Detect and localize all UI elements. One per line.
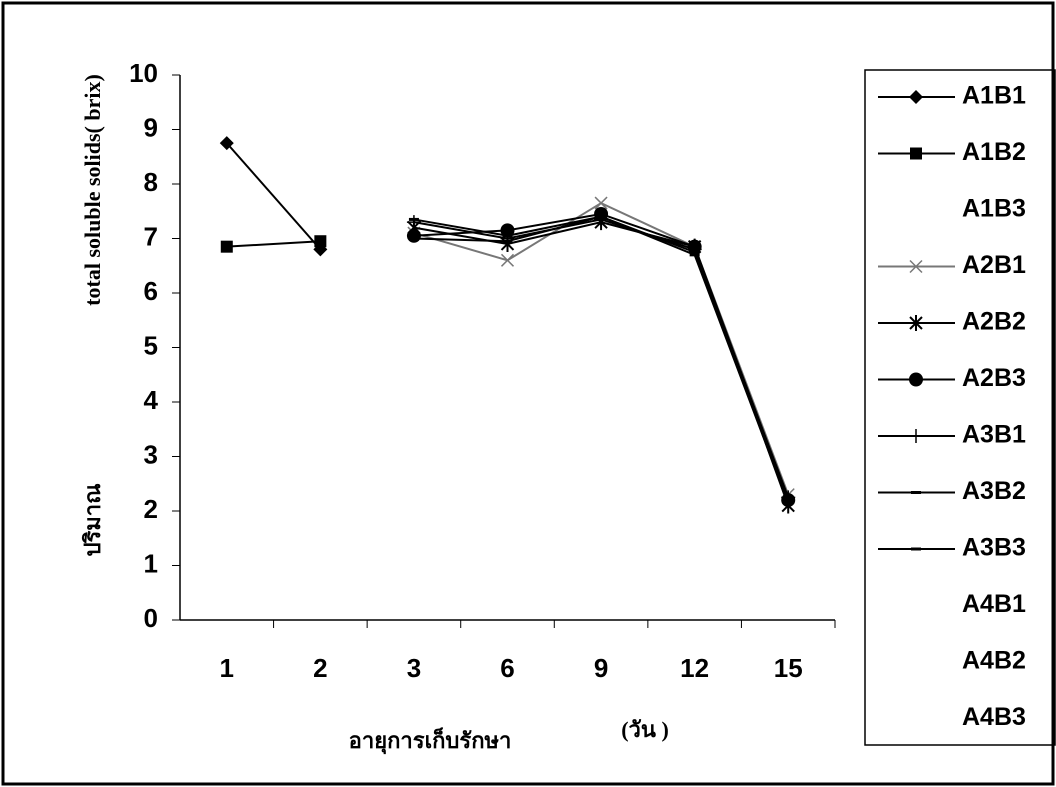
marker [314,235,326,247]
y-tick-label: 7 [144,221,158,251]
x-tick-label: 2 [313,653,327,683]
legend-label: A2B1 [962,251,1026,279]
legend-label: A1B3 [962,195,1026,223]
x-tick-label: 12 [680,653,709,683]
y-tick-label: 3 [144,439,158,469]
y-axis-label: ปริมาณ [80,483,105,556]
marker [909,373,923,387]
marker [910,148,922,160]
series-line [414,214,788,500]
x-tick-label: 3 [407,653,421,683]
legend-label: A3B2 [962,477,1026,505]
legend-label: A2B2 [962,308,1026,336]
series-line [414,222,788,505]
series-line [227,241,321,246]
y-tick-label: 6 [144,276,158,306]
legend-label: A3B1 [962,421,1026,449]
chart: total soluble solids( brix) ปริมาณ อายุก… [0,0,1056,787]
legend-label: A4B3 [962,703,1026,731]
x-tick-label: 15 [774,653,803,683]
y-tick-label: 4 [144,385,159,415]
x-tick-label: 9 [594,653,608,683]
x-axis-label: (วัน ) [621,717,669,742]
x-tick-label: 1 [220,653,234,683]
legend-label: A4B1 [962,590,1026,618]
x-axis-label: อายุการเก็บรักษา [349,726,512,755]
frame [3,3,1053,784]
x-tick-label: 6 [500,653,514,683]
series-line [414,217,788,503]
y-tick-label: 2 [144,494,158,524]
legend-label: A1B2 [962,138,1026,166]
series-line [414,217,788,500]
marker [221,241,233,253]
marker [909,90,923,104]
legend-label: A3B3 [962,534,1026,562]
marker [407,229,421,243]
y-tick-label: 1 [144,548,158,578]
legend-label: A4B2 [962,647,1026,675]
y-axis-label: total soluble solids( brix) [80,74,105,306]
legend-box [865,70,1055,745]
legend-label: A2B3 [962,364,1026,392]
y-tick-label: 10 [129,58,158,88]
marker [502,254,514,266]
y-tick-label: 8 [144,167,158,197]
y-tick-label: 0 [144,603,158,633]
marker [407,215,421,229]
y-tick-label: 5 [144,330,158,360]
series-line [227,143,321,249]
y-tick-label: 9 [144,112,158,142]
marker [909,429,923,443]
series-line [414,219,788,497]
legend-label: A1B1 [962,82,1026,110]
